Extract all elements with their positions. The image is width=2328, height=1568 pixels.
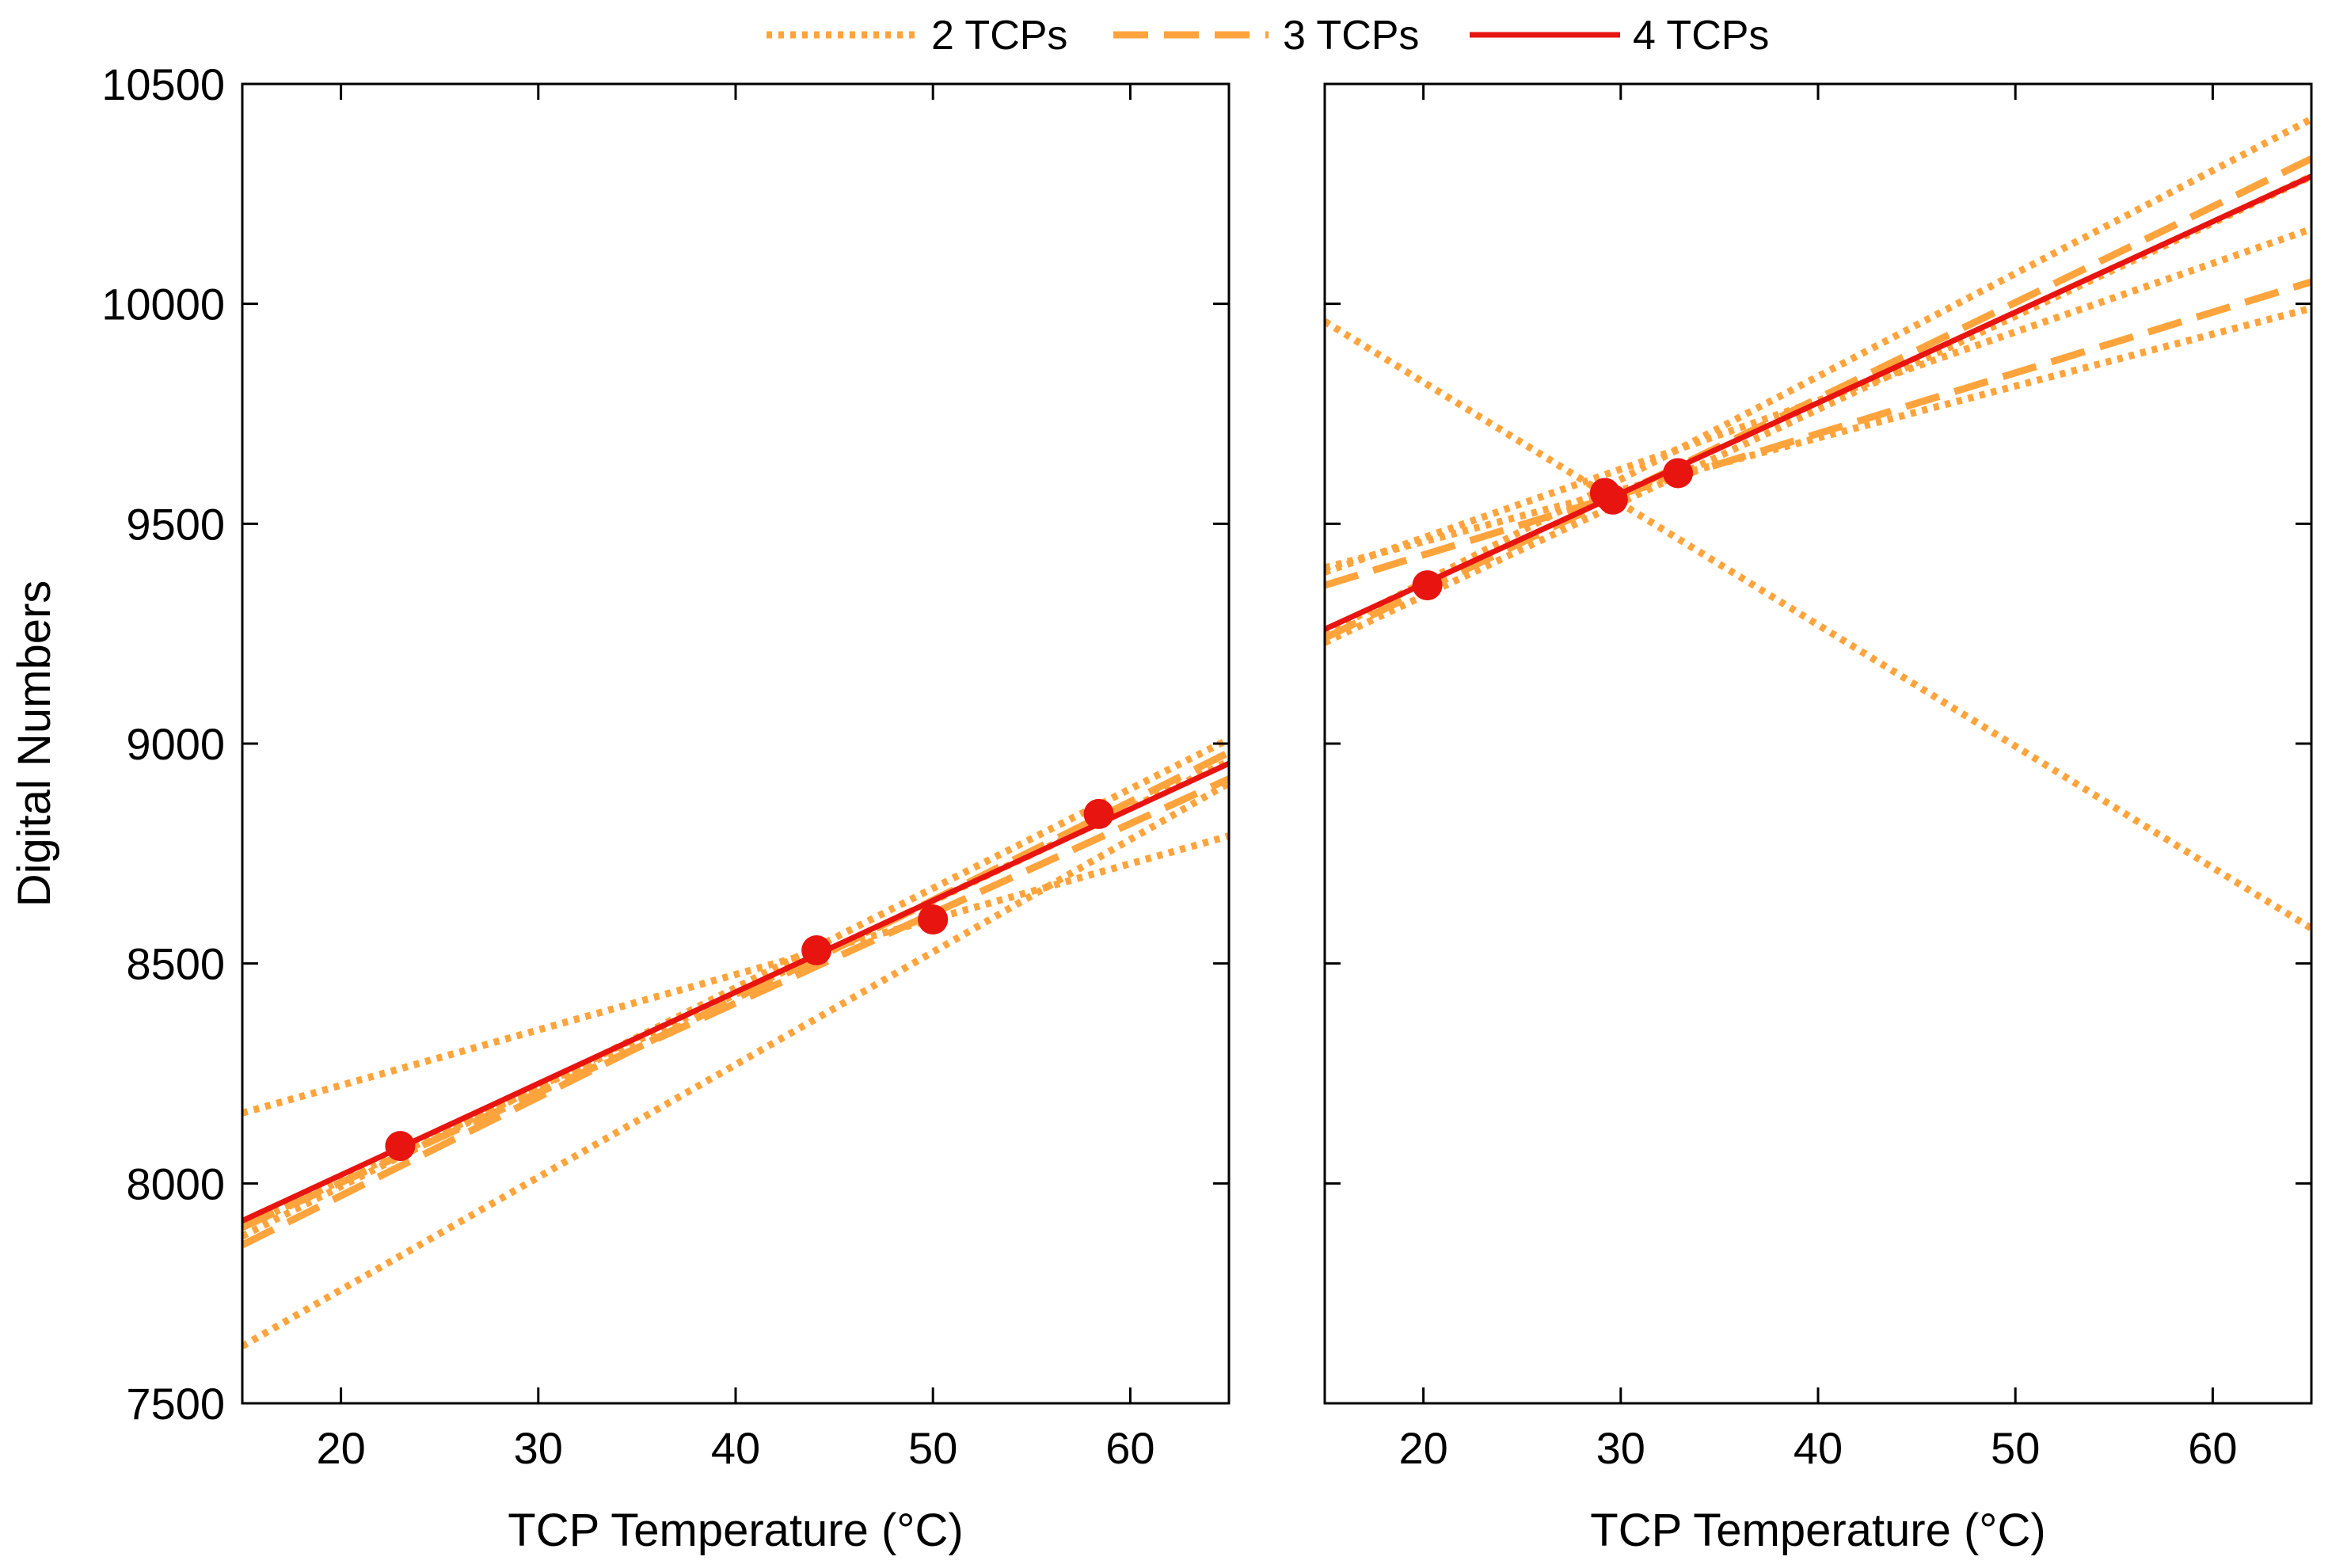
y-tick-label: 8000 — [126, 1159, 225, 1208]
y-tick-label: 7500 — [126, 1379, 225, 1429]
x-tick-label: 20 — [316, 1423, 365, 1473]
y-axis-title: Digital Numbers — [9, 580, 60, 908]
data-point — [385, 1131, 416, 1162]
x-axis-title: TCP Temperature (°C) — [1590, 1505, 2045, 1556]
x-tick-label: 60 — [2188, 1423, 2237, 1473]
series-line-dashed-5 — [242, 775, 1229, 1231]
left-panel: 7500 8000 8500 9000 9500 10000 10500 20 30 40 50 60… — [9, 59, 1231, 1556]
series-line-dashed-5 — [1325, 278, 2311, 589]
series-line-dotted-3 — [1325, 116, 2311, 637]
series-line-dotted-1 — [242, 780, 1229, 1349]
y-tick-label: 9500 — [126, 499, 225, 549]
data-point — [918, 904, 949, 935]
x-tick-label: 20 — [1398, 1423, 1447, 1473]
series-line-dashed-6 — [1325, 155, 2311, 641]
series-lines — [1325, 116, 2311, 932]
y-tick-label: 10500 — [101, 59, 225, 109]
data-point — [1597, 484, 1628, 515]
series-line-solid-7 — [1325, 173, 2311, 632]
data-point — [1083, 798, 1114, 829]
x-tick-label: 30 — [1596, 1423, 1645, 1473]
x-axis-title: TCP Temperature (°C) — [508, 1505, 963, 1556]
y-tick-label: 10000 — [101, 280, 225, 329]
x-tick-label: 50 — [908, 1423, 957, 1473]
x-tick-label: 50 — [1991, 1423, 2040, 1473]
legend: 2 TCPs 3 TCPs 4 TCPs — [766, 13, 1769, 59]
series-line-dashed-4 — [242, 749, 1229, 1249]
series-line-dotted-4 — [1325, 173, 2311, 646]
x-tick-label: 40 — [1794, 1423, 1843, 1473]
data-point — [1412, 570, 1443, 601]
right-panel: 20 30 40 50 60 TCP Temperature (°C) — [1323, 82, 2313, 1556]
series-line-dotted-0 — [242, 832, 1229, 1117]
x-tick-label: 60 — [1105, 1423, 1154, 1473]
legend-label: 2 TCPs — [931, 13, 1067, 59]
series-line-dotted-2 — [1325, 226, 2311, 576]
y-tick-label: 9000 — [126, 719, 225, 769]
series-lines — [242, 736, 1229, 1349]
data-points — [1412, 458, 1694, 601]
data-point — [801, 935, 832, 966]
series-line-dotted-1 — [1325, 304, 2311, 572]
y-tick-label: 8500 — [126, 939, 225, 989]
plot-frame — [241, 82, 1231, 1405]
legend-label: 4 TCPs — [1633, 13, 1769, 59]
data-points — [385, 798, 1114, 1162]
series-line-dotted-0 — [1325, 318, 2311, 932]
plot-frame — [1323, 82, 2313, 1405]
legend-label: 3 TCPs — [1283, 13, 1419, 59]
data-point — [1663, 458, 1694, 489]
x-tick-label: 40 — [711, 1423, 760, 1473]
x-tick-label: 30 — [514, 1423, 563, 1473]
